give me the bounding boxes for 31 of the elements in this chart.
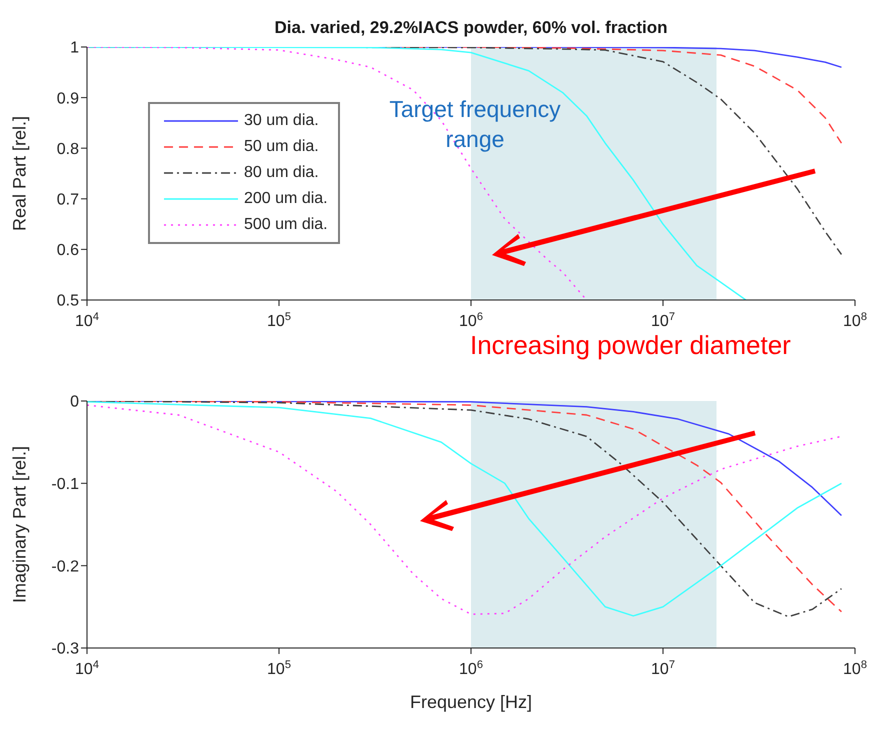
x-tick-label: 10$^{6}$ bbox=[459, 311, 483, 330]
x-tick-label: 10$^{7}$ bbox=[651, 659, 675, 678]
legend-label: 200 um dia. bbox=[244, 189, 328, 209]
x-tick-label: 10$^{6}$ bbox=[459, 659, 483, 678]
legend-label: 80 um dia. bbox=[244, 163, 319, 183]
x-axis-title: Frequency [Hz] bbox=[410, 692, 532, 712]
x-tick-label: 10$^{4}$ bbox=[75, 311, 99, 330]
y-axis-title: Real Part [rel.] bbox=[9, 116, 30, 232]
y-tick-label: -0.1 bbox=[51, 476, 80, 494]
text: Increasing powder diameter bbox=[470, 330, 791, 361]
legend-label: 50 um dia. bbox=[244, 137, 319, 157]
x-tick-label: 10$^{8}$ bbox=[843, 311, 867, 330]
x-tick-label: 10$^{5}$ bbox=[267, 659, 291, 678]
y-tick-label: 0.8 bbox=[56, 140, 80, 158]
y-tick-label: 0 bbox=[70, 394, 80, 411]
chart-title: Dia. varied, 29.2%IACS powder, 60% vol. fraction bbox=[273, 18, 669, 38]
y-tick-label: 0.6 bbox=[56, 242, 80, 260]
x-tick-label: 10$^{7}$ bbox=[651, 311, 675, 330]
legend-label: 500 um dia. bbox=[244, 215, 328, 235]
legend-label: 30 um dia. bbox=[244, 111, 319, 131]
x-tick-label: 10$^{8}$ bbox=[843, 659, 867, 678]
y-tick-label: -0.2 bbox=[51, 558, 80, 576]
y-tick-label: 1 bbox=[70, 40, 80, 57]
y-tick-label: 0.7 bbox=[56, 191, 80, 208]
x-tick-label: 10$^{5}$ bbox=[267, 311, 291, 330]
y-tick-label: -0.3 bbox=[51, 640, 80, 658]
x-tick-label: 10$^{4}$ bbox=[75, 659, 99, 678]
band-label: Target frequency range bbox=[388, 95, 562, 154]
y-axis-title: Imaginary Part [rel.] bbox=[9, 446, 30, 604]
y-tick-label: 0.9 bbox=[56, 90, 80, 108]
y-tick-label: 0.5 bbox=[56, 292, 80, 310]
